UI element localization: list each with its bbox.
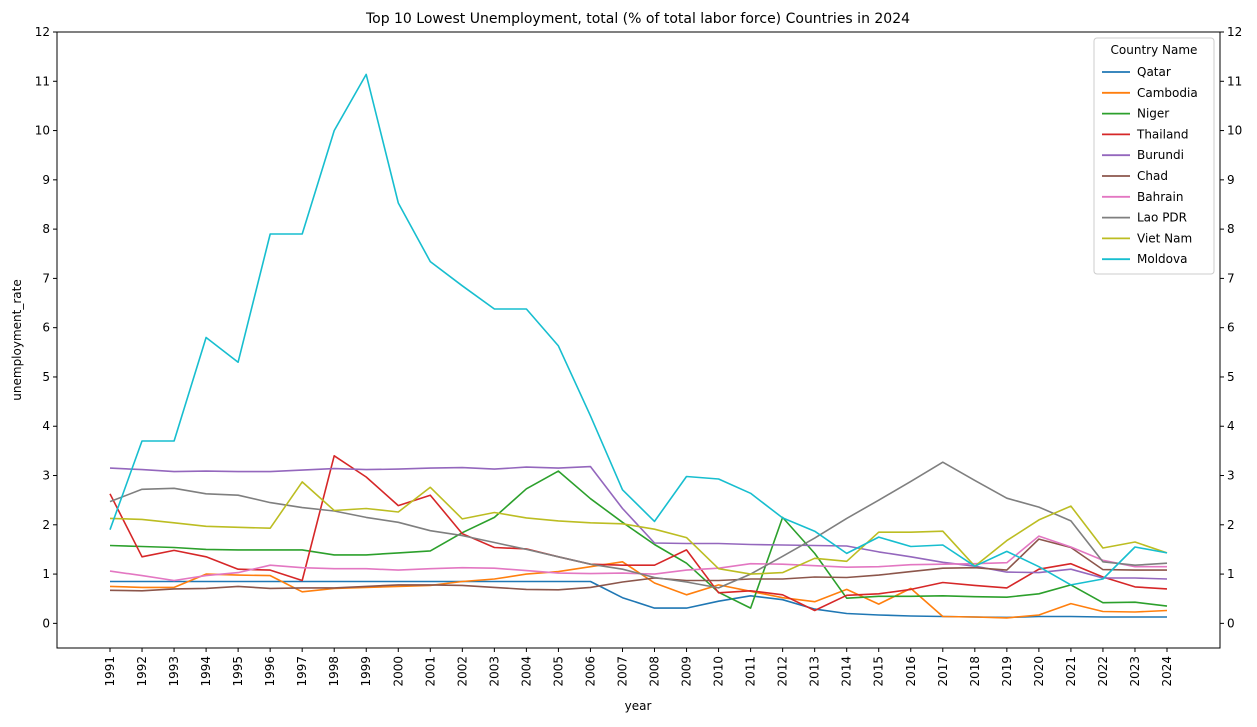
x-tick-label: 2013 bbox=[808, 656, 822, 687]
x-tick-label: 2000 bbox=[391, 656, 405, 687]
y-tick-label-left: 5 bbox=[42, 370, 50, 384]
x-tick-label: 2014 bbox=[840, 656, 854, 687]
plot-area-frame bbox=[56, 31, 1221, 649]
series-lines bbox=[109, 73, 1168, 619]
legend-label: Moldova bbox=[1137, 252, 1187, 266]
x-tick-label: 2009 bbox=[680, 656, 694, 687]
x-tick-label: 2008 bbox=[648, 656, 662, 687]
x-tick-label: 2019 bbox=[1000, 656, 1014, 687]
series-line-moldova bbox=[109, 73, 1168, 586]
y-tick-label-left: 8 bbox=[42, 222, 50, 236]
y-axis-label: unemployment_rate bbox=[10, 279, 24, 400]
x-tick-label: 2003 bbox=[487, 656, 501, 687]
x-tick-label: 1998 bbox=[327, 656, 341, 687]
x-axis-label: year bbox=[625, 699, 652, 713]
y-tick-label-right: 3 bbox=[1227, 469, 1235, 483]
y-tick-label-left: 9 bbox=[42, 173, 50, 187]
chart-title: Top 10 Lowest Unemployment, total (% of … bbox=[365, 11, 910, 27]
x-tick-label: 2007 bbox=[615, 656, 629, 687]
series-line-viet-nam bbox=[109, 481, 1168, 575]
x-tick-label: 2001 bbox=[423, 656, 437, 687]
x-tick-label: 1991 bbox=[103, 656, 117, 687]
x-tick-label: 1996 bbox=[263, 656, 277, 687]
x-tick-label: 2016 bbox=[904, 656, 918, 687]
y-tick-label-left: 1 bbox=[42, 567, 50, 581]
x-tick-label: 2010 bbox=[712, 656, 726, 687]
x-tick-label: 2023 bbox=[1128, 656, 1142, 687]
legend-label: Qatar bbox=[1137, 65, 1171, 79]
x-tick-label: 2011 bbox=[744, 656, 758, 687]
series-line-chad bbox=[109, 538, 1167, 592]
legend-label: Cambodia bbox=[1137, 86, 1198, 100]
legend-label: Thailand bbox=[1136, 127, 1189, 141]
y-tick-label-left: 3 bbox=[42, 469, 50, 483]
x-tick-label: 2012 bbox=[776, 656, 790, 687]
legend-label: Chad bbox=[1137, 169, 1168, 183]
y-tick-label-right: 12 bbox=[1227, 25, 1242, 39]
y-tick-label-right: 0 bbox=[1227, 616, 1235, 630]
y-tick-label-right: 7 bbox=[1227, 271, 1235, 285]
y-tick-label-left: 7 bbox=[42, 271, 50, 285]
series-line-thailand bbox=[109, 454, 1168, 612]
y-tick-label-right: 6 bbox=[1227, 321, 1235, 335]
y-tick-label-left: 4 bbox=[42, 419, 50, 433]
y-tick-label-right: 11 bbox=[1227, 74, 1242, 88]
y-tick-label-right: 5 bbox=[1227, 370, 1235, 384]
x-tick-label: 1993 bbox=[167, 656, 181, 687]
y-tick-label-left: 0 bbox=[42, 616, 50, 630]
y-tick-label-left: 10 bbox=[35, 124, 50, 138]
x-tick-label: 1997 bbox=[295, 656, 309, 687]
legend-box bbox=[1093, 37, 1215, 275]
y-tick-label-right: 8 bbox=[1227, 222, 1235, 236]
legend-label: Bahrain bbox=[1137, 190, 1183, 204]
legend-label: Niger bbox=[1137, 107, 1169, 121]
legend-label: Burundi bbox=[1137, 148, 1184, 162]
y-tick-label-left: 6 bbox=[42, 321, 50, 335]
legend-label: Lao PDR bbox=[1137, 211, 1187, 225]
x-tick-label: 2024 bbox=[1160, 656, 1174, 687]
x-tick-label: 1992 bbox=[135, 656, 149, 687]
y-tick-label-right: 10 bbox=[1227, 124, 1242, 138]
legend-label: Viet Nam bbox=[1137, 231, 1192, 245]
y-tick-label-left: 12 bbox=[35, 25, 50, 39]
x-tick-label: 1994 bbox=[199, 656, 213, 687]
legend-title: Country Name bbox=[1111, 43, 1198, 57]
x-tick-label: 2005 bbox=[551, 656, 565, 687]
x-tick-label: 2017 bbox=[936, 656, 950, 687]
x-tick-label: 2022 bbox=[1096, 656, 1110, 687]
x-tick-label: 2020 bbox=[1032, 656, 1046, 687]
series-line-niger bbox=[109, 470, 1168, 609]
y-tick-label-left: 2 bbox=[42, 518, 50, 532]
y-tick-label-left: 11 bbox=[35, 74, 50, 88]
series-line-cambodia bbox=[109, 560, 1168, 619]
x-axis: 1991 1992 1993 1994 1995 1996 1997 1998 1999 2000… bbox=[103, 648, 1174, 687]
x-tick-label: 2002 bbox=[455, 656, 469, 687]
x-tick-label: 2021 bbox=[1064, 656, 1078, 687]
x-tick-label: 2006 bbox=[583, 656, 597, 687]
y-tick-label-right: 1 bbox=[1227, 567, 1235, 581]
x-tick-label: 1995 bbox=[231, 656, 245, 687]
legend: Country Name Qatar Cambodia Niger Thailand B… bbox=[1093, 37, 1215, 275]
x-tick-label: 1999 bbox=[359, 656, 373, 687]
x-tick-label: 2015 bbox=[872, 656, 886, 687]
y-tick-label-right: 2 bbox=[1227, 518, 1235, 532]
x-tick-label: 2018 bbox=[968, 656, 982, 687]
legend-items: Qatar Cambodia Niger Thailand Burundi Chad Bah… bbox=[1102, 65, 1198, 266]
y-tick-label-right: 9 bbox=[1227, 173, 1235, 187]
y-tick-label-right: 4 bbox=[1227, 419, 1235, 433]
x-tick-label: 2004 bbox=[519, 656, 533, 687]
